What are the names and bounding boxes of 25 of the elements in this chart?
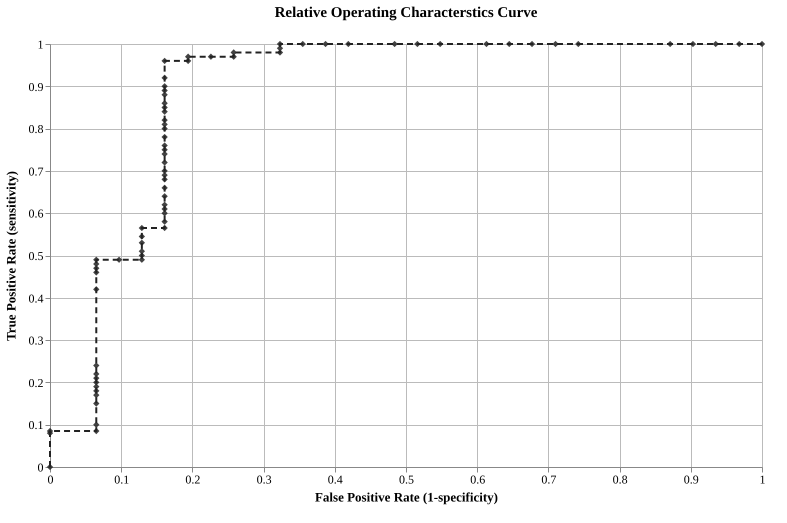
y-tick-label: 0.7 [28, 164, 44, 178]
x-tick-label: 0.7 [541, 472, 556, 486]
y-tick-label: 1 [38, 38, 44, 52]
x-axis-title: False Positive Rate (1-specificity) [314, 490, 498, 504]
y-tick-label: 0.4 [28, 291, 44, 306]
x-tick-label: 0.9 [684, 472, 699, 486]
y-tick-label: 0 [38, 460, 44, 474]
x-tick-label: 0 [48, 472, 54, 486]
y-tick-label: 0.3 [28, 334, 44, 348]
y-tick-label: 0.8 [28, 122, 44, 136]
x-tick-label: 0.4 [328, 472, 343, 486]
y-tick-label: 0.1 [28, 418, 44, 432]
x-tick-label: 0.3 [256, 472, 272, 486]
y-axis-title: True Positive Rate (sensitivity) [4, 171, 18, 341]
y-tick-label: 0.6 [28, 206, 44, 221]
x-tick-label: 0.6 [470, 472, 486, 486]
y-tick-label: 0.5 [28, 249, 44, 263]
x-tick-label: 1 [760, 472, 766, 486]
x-tick-label: 0.8 [612, 472, 628, 486]
x-tick-label: 0.2 [185, 472, 200, 486]
x-tick-label: 0.5 [399, 472, 414, 486]
x-tick-label: 0.1 [114, 472, 130, 486]
y-tick-label: 0.2 [28, 376, 44, 390]
y-tick-label: 0.9 [28, 80, 44, 94]
chart-title: Relative Operating Characterstics Curve [274, 5, 538, 21]
